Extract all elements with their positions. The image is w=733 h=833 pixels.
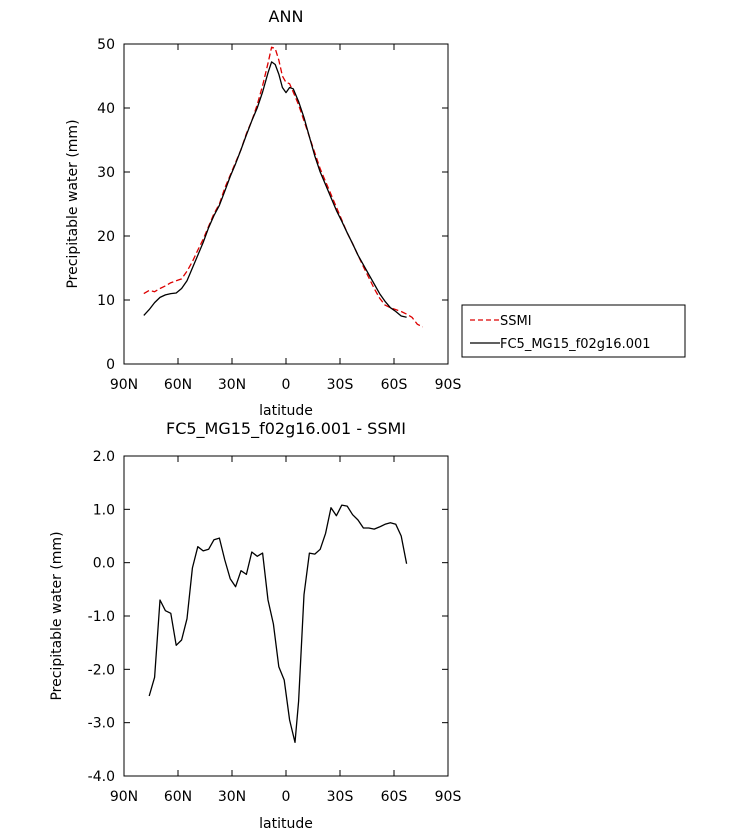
y-tick-label: -3.0: [88, 716, 115, 732]
top-x-axis: 90N 60N 30N 0 30S 60S 90S: [110, 44, 462, 393]
top-x-axis-label: latitude: [259, 403, 313, 419]
x-tick-label: 60S: [381, 789, 408, 805]
y-tick-label: 50: [97, 37, 115, 53]
top-title: ANN: [269, 7, 304, 26]
x-tick-label: 60N: [164, 377, 192, 393]
bottom-y-axis-label: Precipitable water (mm): [49, 531, 65, 700]
bottom-x-axis: 90N 60N 30N 0 30S 60S 90S: [110, 456, 462, 805]
x-tick-label: 30S: [327, 377, 354, 393]
bottom-y-axis: -4.0 -3.0 -2.0 -1.0 0.0 1.0 2.0: [88, 449, 448, 785]
series-line-fc5-mg15-f02g16-001: [143, 61, 407, 318]
y-tick-label: -4.0: [88, 769, 115, 785]
y-tick-label: 10: [97, 293, 115, 309]
x-tick-label: 90S: [435, 789, 462, 805]
top-y-axis: 0 10 20 30 40 50: [97, 37, 448, 373]
legend: SSMI FC5_MG15_f02g16.001: [461, 304, 686, 358]
x-tick-label: 90N: [110, 377, 138, 393]
x-tick-label: 90S: [435, 377, 462, 393]
series-line-difference: [148, 504, 408, 744]
y-tick-label: 20: [97, 229, 115, 245]
x-tick-label: 60N: [164, 789, 192, 805]
y-tick-label: 0.0: [93, 556, 115, 572]
x-tick-label: 30N: [218, 789, 246, 805]
legend-label-model: FC5_MG15_f02g16.001: [500, 337, 651, 352]
x-tick-label: 30S: [327, 789, 354, 805]
bottom-panel: FC5_MG15_f02g16.001 - SSMI -4.0-3.0-2.0-…: [49, 419, 461, 832]
y-tick-label: -1.0: [88, 609, 115, 625]
x-tick-label: 60S: [381, 377, 408, 393]
bottom-plot-frame: [123, 455, 449, 777]
top-series-lines: [143, 46, 424, 328]
bottom-series-lines: [148, 504, 408, 744]
x-tick-label: 0: [282, 377, 291, 393]
y-tick-label: 2.0: [93, 449, 115, 465]
y-tick-label: -2.0: [88, 662, 115, 678]
top-y-axis-label: Precipitable water (mm): [65, 119, 81, 288]
bottom-x-axis-label: latitude: [259, 816, 313, 832]
y-tick-label: 0: [106, 357, 115, 373]
y-tick-label: 30: [97, 165, 115, 181]
bottom-title: FC5_MG15_f02g16.001 - SSMI: [166, 419, 406, 439]
legend-label-ssmi: SSMI: [500, 314, 532, 329]
legend-box: [461, 304, 686, 358]
x-tick-label: 90N: [110, 789, 138, 805]
y-tick-label: 1.0: [93, 502, 115, 518]
top-panel: ANN 0 10 20 30 40 50 90N 60N 30N 0 30S 60S 90S Prec…: [65, 7, 461, 419]
y-tick-label: 40: [97, 101, 115, 117]
x-tick-label: 30N: [218, 377, 246, 393]
x-tick-label: 0: [282, 789, 291, 805]
